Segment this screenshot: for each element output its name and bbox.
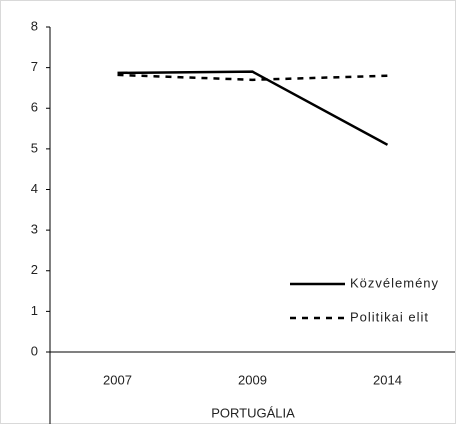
y-tick-label: 8 bbox=[31, 18, 38, 33]
legend-label: Politikai elit bbox=[350, 309, 429, 324]
y-tick-label: 5 bbox=[31, 140, 38, 155]
line-series bbox=[117, 73, 388, 82]
y-tick-label: 7 bbox=[31, 59, 38, 74]
y-tick-label: 4 bbox=[31, 181, 38, 196]
line-series bbox=[117, 70, 389, 146]
y-tick-label: 0 bbox=[31, 343, 38, 358]
x-tick-label: 2014 bbox=[373, 372, 402, 387]
x-axis-label: PORTUGÁLIA bbox=[211, 405, 295, 420]
x-tick-label: 2009 bbox=[238, 372, 267, 387]
legend-label: Közvélemény bbox=[350, 275, 439, 290]
y-tick-label: 3 bbox=[31, 222, 38, 237]
y-tick-label: 1 bbox=[31, 303, 38, 318]
y-tick-label: 6 bbox=[31, 100, 38, 115]
y-tick-label: 2 bbox=[31, 262, 38, 277]
x-tick-label: 2007 bbox=[103, 372, 132, 387]
